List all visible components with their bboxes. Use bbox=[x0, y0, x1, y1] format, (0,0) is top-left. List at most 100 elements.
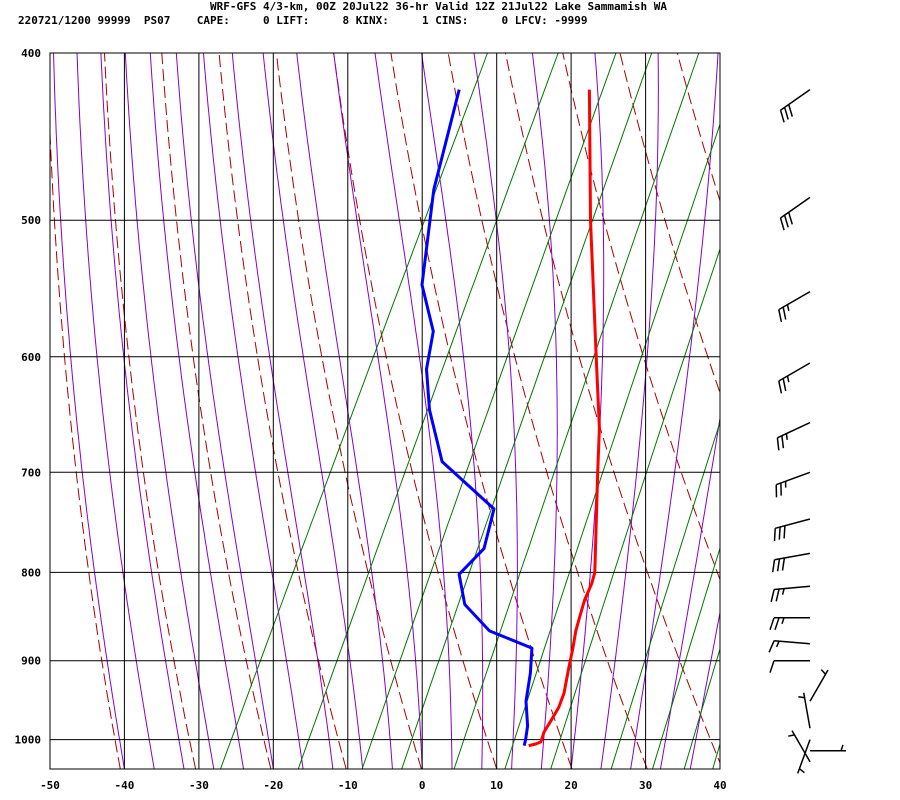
wind-barb-flag bbox=[781, 557, 786, 571]
wind-barb-flag bbox=[773, 528, 776, 542]
x-tick-label: 10 bbox=[490, 779, 503, 792]
y-tick-label: 1000 bbox=[15, 734, 42, 747]
mixing-ratio-line bbox=[610, 420, 720, 769]
wind-barb-flag bbox=[783, 214, 789, 228]
mixing-ratio-line bbox=[361, 53, 617, 769]
x-tick-label: -20 bbox=[263, 779, 283, 792]
dry-adiabat bbox=[735, 53, 900, 769]
dry-adiabat bbox=[849, 53, 900, 769]
dry-adiabat bbox=[161, 53, 272, 769]
wind-barb-half-flag bbox=[785, 433, 788, 440]
moist-adiabat bbox=[202, 53, 304, 769]
wind-barb-flag bbox=[776, 437, 780, 451]
wind-barb-staff bbox=[780, 196, 811, 219]
dry-adiabat bbox=[390, 53, 573, 769]
wind-barb bbox=[810, 744, 846, 752]
wind-barb-staff bbox=[774, 585, 811, 591]
wind-barb-flag bbox=[776, 558, 781, 572]
moist-adiabat bbox=[124, 53, 215, 769]
moist-adiabat bbox=[333, 53, 423, 769]
wind-barb-flag bbox=[774, 617, 780, 631]
wind-barb-staff bbox=[777, 421, 811, 439]
mixing-ratio-line bbox=[297, 53, 559, 769]
wind-barb bbox=[769, 617, 810, 631]
wind-barb bbox=[796, 739, 811, 774]
dry-adiabat bbox=[104, 53, 197, 769]
wind-barb-staff bbox=[802, 692, 811, 729]
x-tick-label: 0 bbox=[419, 779, 426, 792]
dry-adiabat bbox=[562, 53, 720, 581]
moist-adiabat bbox=[175, 53, 274, 769]
wind-barb-flag bbox=[778, 309, 783, 323]
mixing-ratio-line bbox=[683, 647, 720, 769]
wind-barb-flag bbox=[769, 617, 775, 631]
y-tick-label: 900 bbox=[21, 655, 41, 668]
wind-barb-flag bbox=[781, 435, 785, 449]
dry-adiabat bbox=[447, 53, 648, 769]
wind-barb-flag bbox=[768, 640, 775, 653]
moist-adiabat bbox=[473, 53, 518, 769]
wind-barb bbox=[798, 692, 811, 729]
wind-barb bbox=[776, 421, 811, 451]
wind-barb-staff bbox=[809, 669, 829, 702]
wind-barb-half-flag bbox=[781, 588, 785, 595]
dry-adiabat bbox=[50, 121, 121, 769]
wind-barb-flag bbox=[787, 104, 794, 117]
wind-barb bbox=[778, 362, 811, 394]
moist-adiabat bbox=[262, 53, 364, 769]
wind-barb-staff bbox=[780, 88, 811, 111]
sounding-traces bbox=[420, 89, 601, 748]
y-tick-label: 700 bbox=[21, 466, 41, 479]
moist-adiabat bbox=[374, 53, 453, 769]
wind-barb-flag bbox=[779, 109, 785, 123]
wind-barb-half-flag bbox=[788, 734, 795, 737]
y-tick-label: 600 bbox=[21, 351, 41, 364]
wind-barb bbox=[779, 196, 811, 231]
moist-adiabat bbox=[52, 53, 125, 769]
wind-barb-flag bbox=[775, 588, 780, 602]
wind-barb-half-flag bbox=[798, 768, 805, 774]
wind-barb bbox=[775, 471, 811, 498]
chart-title: WRF-GFS 4/3-km, 00Z 20Jul22 36-hr Valid … bbox=[210, 0, 667, 13]
wind-barb-flag bbox=[770, 589, 775, 602]
moist-adiabat bbox=[296, 53, 393, 769]
moist-adiabat bbox=[76, 53, 155, 769]
moist-adiabat bbox=[600, 53, 659, 769]
wind-barb-half-flag bbox=[786, 304, 790, 311]
plot-frame bbox=[49, 52, 721, 770]
wind-barbs bbox=[768, 88, 846, 774]
wind-barb-flag bbox=[779, 217, 785, 231]
wind-barb-half-flag bbox=[786, 375, 790, 383]
mixing-ratio-line bbox=[453, 53, 700, 769]
mixing-ratio-line bbox=[550, 247, 720, 769]
mixing-ratio-line bbox=[220, 53, 488, 769]
wind-barb-staff bbox=[778, 362, 811, 382]
wind-barb-flag bbox=[778, 380, 783, 394]
mixing-ratio-line bbox=[712, 742, 720, 769]
wind-barb-staff bbox=[774, 552, 811, 561]
wind-barb-flag bbox=[787, 212, 794, 225]
grid bbox=[49, 52, 721, 770]
dry-adiabat bbox=[275, 53, 422, 769]
x-tick-label: 40 bbox=[713, 779, 726, 792]
wind-barb-staff bbox=[778, 290, 811, 311]
wind-barb-flag bbox=[778, 527, 781, 540]
wind-barb-flag bbox=[782, 378, 787, 392]
moist-adiabat bbox=[531, 53, 558, 769]
wind-barb bbox=[809, 669, 829, 702]
moist-adiabat bbox=[100, 53, 185, 769]
moist-adiabat bbox=[231, 53, 334, 769]
x-axis-ticks: -50 -40 -30 -20 -10 0 10 20 30 40 bbox=[40, 779, 727, 792]
y-tick-label: 800 bbox=[21, 566, 41, 579]
wind-barb bbox=[768, 639, 811, 653]
wind-barb-half-flag bbox=[775, 640, 780, 648]
wind-barb bbox=[773, 518, 811, 542]
wind-barb-staff bbox=[796, 739, 811, 774]
dry-adiabat bbox=[792, 53, 900, 769]
dewpoint-trace bbox=[420, 89, 534, 746]
wind-barb bbox=[779, 88, 811, 123]
wind-barb bbox=[770, 585, 811, 602]
moist-adiabat bbox=[659, 415, 720, 769]
wind-barb-staff bbox=[774, 639, 811, 645]
